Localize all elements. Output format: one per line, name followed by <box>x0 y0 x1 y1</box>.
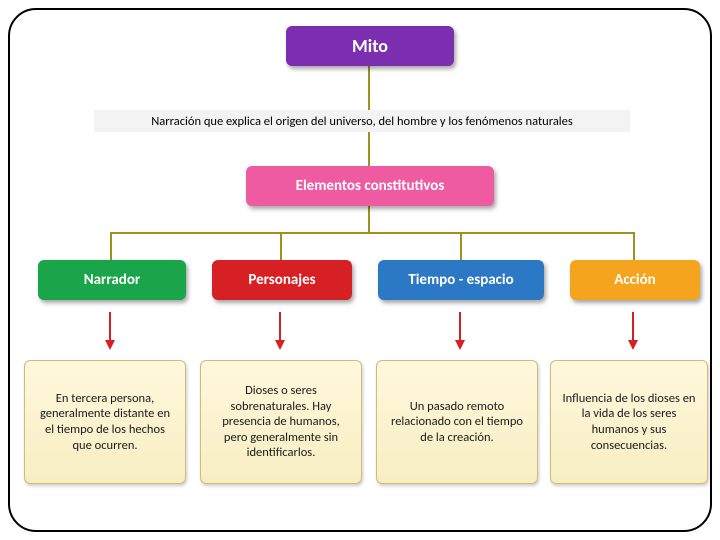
element-label: Tiempo - espacio <box>408 271 513 289</box>
arrow-down-icon <box>459 312 461 342</box>
element-node-narrador: Narrador <box>38 260 186 300</box>
description-box: Dioses o seres sobrenaturales. Hay prese… <box>200 360 362 484</box>
definition-box: Narración que explica el origen del univ… <box>94 110 630 132</box>
definition-text: Narración que explica el origen del univ… <box>151 114 573 129</box>
root-label: Mito <box>352 35 388 57</box>
description-text: En tercera persona, generalmente distant… <box>35 391 175 454</box>
element-label: Narrador <box>84 271 140 289</box>
connector <box>460 232 462 262</box>
description-box: Influencia de los dioses en la vida de l… <box>550 360 708 484</box>
description-text: Un pasado remoto relacionado con el tiem… <box>387 399 527 446</box>
root-node: Mito <box>286 26 454 66</box>
arrow-down-icon <box>109 312 111 342</box>
level2-node: Elementos constitutivos <box>246 166 494 206</box>
connector <box>368 206 370 232</box>
level2-label: Elementos constitutivos <box>296 177 445 195</box>
element-node-accion: Acción <box>570 260 700 300</box>
connector <box>110 232 634 234</box>
element-label: Acción <box>614 271 655 289</box>
arrow-down-icon <box>632 312 634 342</box>
description-box: En tercera persona, generalmente distant… <box>24 360 186 484</box>
element-node-tiempo-espacio: Tiempo - espacio <box>378 260 544 300</box>
arrow-head-icon <box>628 340 638 350</box>
arrow-down-icon <box>279 312 281 342</box>
description-box: Un pasado remoto relacionado con el tiem… <box>376 360 538 484</box>
connector <box>110 232 112 262</box>
description-text: Influencia de los dioses en la vida de l… <box>561 391 697 454</box>
connector <box>633 232 635 262</box>
connector <box>368 132 370 168</box>
arrow-head-icon <box>105 340 115 350</box>
arrow-head-icon <box>455 340 465 350</box>
diagram-frame: Mito Narración que explica el origen del… <box>8 8 712 532</box>
description-text: Dioses o seres sobrenaturales. Hay prese… <box>211 383 351 461</box>
connector <box>280 232 282 262</box>
arrow-head-icon <box>275 340 285 350</box>
element-label: Personajes <box>248 271 315 289</box>
connector <box>368 66 370 110</box>
element-node-personajes: Personajes <box>212 260 352 300</box>
